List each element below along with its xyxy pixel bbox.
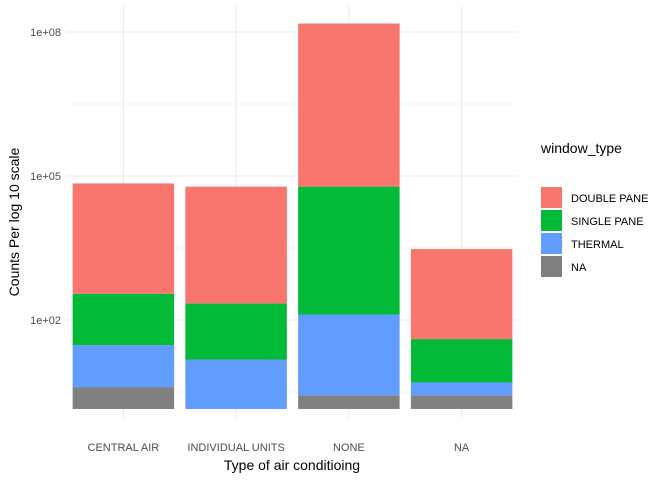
legend-label: NA <box>571 262 587 274</box>
bar-central-air-single-pane <box>72 293 175 346</box>
x-tick-label: INDIVIDUAL UNITS <box>187 442 284 454</box>
bar-na-double-pane <box>410 249 513 340</box>
legend-label: DOUBLE PANE <box>571 193 648 205</box>
legend: window_type DOUBLE PANE SINGLE PANE THERMA… <box>540 140 648 277</box>
x-tick-label: NONE <box>333 442 365 454</box>
y-axis-ticks: 1e+02 1e+05 1e+08 <box>30 27 61 327</box>
bar-central-air-double-pane <box>72 183 175 294</box>
bar-individual-units-thermal <box>185 359 287 409</box>
bar-individual-units-single-pane <box>185 303 287 360</box>
bar-none-double-pane <box>298 23 400 187</box>
legend-key <box>541 256 562 277</box>
legend-title: window_type <box>540 140 622 156</box>
bar-na-thermal <box>410 382 513 396</box>
bar-none-na <box>298 395 400 409</box>
y-axis-title: Counts Per log 10 scale <box>6 147 22 296</box>
bar-na-na <box>410 395 513 409</box>
x-axis-ticks: CENTRAL AIR INDIVIDUAL UNITS NONE NA <box>88 442 470 454</box>
y-tick-label: 1e+02 <box>30 315 61 327</box>
bar-none-thermal <box>298 314 400 396</box>
bar-none-single-pane <box>298 186 400 315</box>
legend-label: THERMAL <box>571 239 624 251</box>
legend-key <box>541 233 562 254</box>
bar-central-air-thermal <box>72 345 175 388</box>
legend-key <box>541 187 562 208</box>
x-tick-label: NA <box>454 442 470 454</box>
x-axis-title: Type of air conditioing <box>224 457 360 473</box>
bars <box>72 23 513 409</box>
bar-individual-units-double-pane <box>185 186 287 304</box>
bar-na-single-pane <box>410 339 513 383</box>
y-tick-label: 1e+05 <box>30 171 61 183</box>
x-tick-label: CENTRAL AIR <box>88 442 160 454</box>
bar-central-air-na <box>72 387 175 409</box>
legend-key <box>541 210 562 231</box>
y-tick-label: 1e+08 <box>30 27 61 39</box>
legend-label: SINGLE PANE <box>571 216 644 228</box>
